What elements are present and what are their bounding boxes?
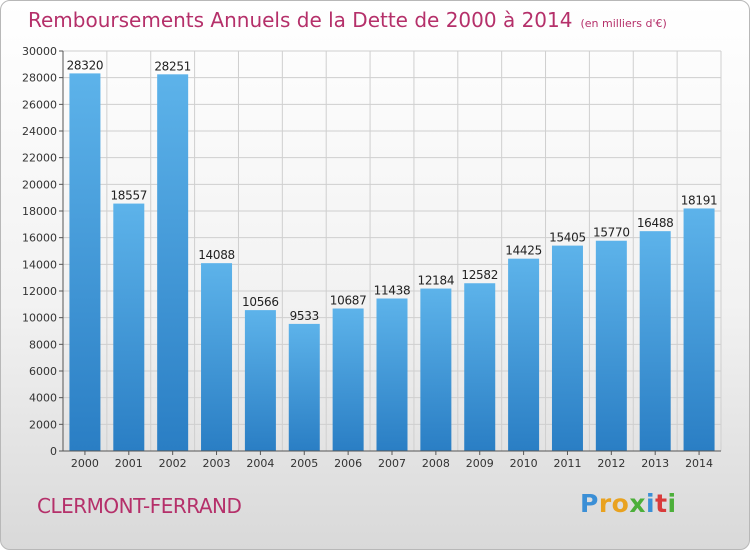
logo-letter: i <box>667 489 677 518</box>
y-tick-label: 22000 <box>22 152 57 165</box>
x-tick-label: 2003 <box>203 457 231 470</box>
y-tick-label: 28000 <box>22 72 57 85</box>
data-label: 14088 <box>198 248 235 262</box>
x-tick-label: 2001 <box>115 457 143 470</box>
bar <box>464 283 496 451</box>
data-label: 28251 <box>154 59 191 73</box>
data-label: 12582 <box>461 268 498 282</box>
x-tick-label: 2011 <box>553 457 581 470</box>
bar <box>244 310 276 451</box>
data-label: 18557 <box>110 189 147 203</box>
y-tick-label: 4000 <box>29 392 57 405</box>
data-label: 14425 <box>505 244 542 258</box>
x-tick-label: 2009 <box>466 457 494 470</box>
proxiti-logo: Proxiti <box>580 489 677 518</box>
x-tick-label: 2008 <box>422 457 450 470</box>
x-tick-label: 2002 <box>159 457 187 470</box>
y-tick-label: 10000 <box>22 312 57 325</box>
data-label: 28320 <box>67 58 104 72</box>
bar <box>157 74 189 451</box>
logo-letter: P <box>580 489 599 518</box>
axes <box>59 50 721 455</box>
y-tick-label: 24000 <box>22 125 57 138</box>
bar <box>551 245 583 451</box>
y-tick-label: 18000 <box>22 205 57 218</box>
chart-title: Remboursements Annuels de la Dette de 20… <box>28 8 667 32</box>
bar <box>201 263 233 451</box>
logo-letter: t <box>655 489 668 518</box>
x-tick-label: 2006 <box>334 457 362 470</box>
bar <box>595 240 627 451</box>
x-tick-label: 2010 <box>510 457 538 470</box>
y-tick-label: 14000 <box>22 258 57 271</box>
data-label: 11438 <box>374 283 411 297</box>
x-tick-label: 2014 <box>685 457 713 470</box>
y-tick-label: 0 <box>50 445 57 458</box>
bar <box>376 298 408 451</box>
data-label: 18191 <box>681 193 718 207</box>
y-tick-label: 30000 <box>22 45 57 58</box>
logo-letter: x <box>629 489 646 518</box>
labels: 0 2000 4000 6000 8000 10000 12000 14000 16000 180… <box>22 45 718 470</box>
city-name: CLERMONT-FERRAND <box>37 494 242 518</box>
bar <box>69 73 101 452</box>
bar <box>332 308 364 451</box>
bar <box>288 323 320 451</box>
bar <box>508 258 540 451</box>
data-label: 16488 <box>637 216 674 230</box>
y-tick-label: 6000 <box>29 365 57 378</box>
data-label: 15405 <box>549 231 586 245</box>
bar <box>420 288 452 451</box>
data-label: 9533 <box>290 309 319 323</box>
bars <box>69 73 715 452</box>
x-tick-label: 2005 <box>290 457 318 470</box>
y-tick-label: 12000 <box>22 285 57 298</box>
y-tick-label: 26000 <box>22 98 57 111</box>
x-tick-label: 2007 <box>378 457 406 470</box>
data-label: 12184 <box>418 274 455 288</box>
y-tick-label: 8000 <box>29 338 57 351</box>
x-tick-label: 2013 <box>641 457 669 470</box>
data-label: 10566 <box>242 295 279 309</box>
logo-letter: r <box>598 489 612 518</box>
y-tick-label: 2000 <box>29 418 57 431</box>
bar <box>639 231 671 451</box>
x-tick-label: 2012 <box>597 457 625 470</box>
logo-letter: i <box>646 489 656 518</box>
y-tick-label: 16000 <box>22 232 57 245</box>
bar <box>113 203 145 451</box>
chart-title-text: Remboursements Annuels de la Dette de 20… <box>28 8 573 32</box>
bar <box>683 208 715 451</box>
chart-unit-note: (en milliers d'€) <box>580 17 667 30</box>
data-label: 10687 <box>330 294 367 308</box>
x-tick-label: 2004 <box>246 457 274 470</box>
logo-letter: o <box>611 489 630 518</box>
data-label: 15770 <box>593 226 630 240</box>
y-tick-label: 20000 <box>22 178 57 191</box>
x-tick-label: 2000 <box>71 457 99 470</box>
